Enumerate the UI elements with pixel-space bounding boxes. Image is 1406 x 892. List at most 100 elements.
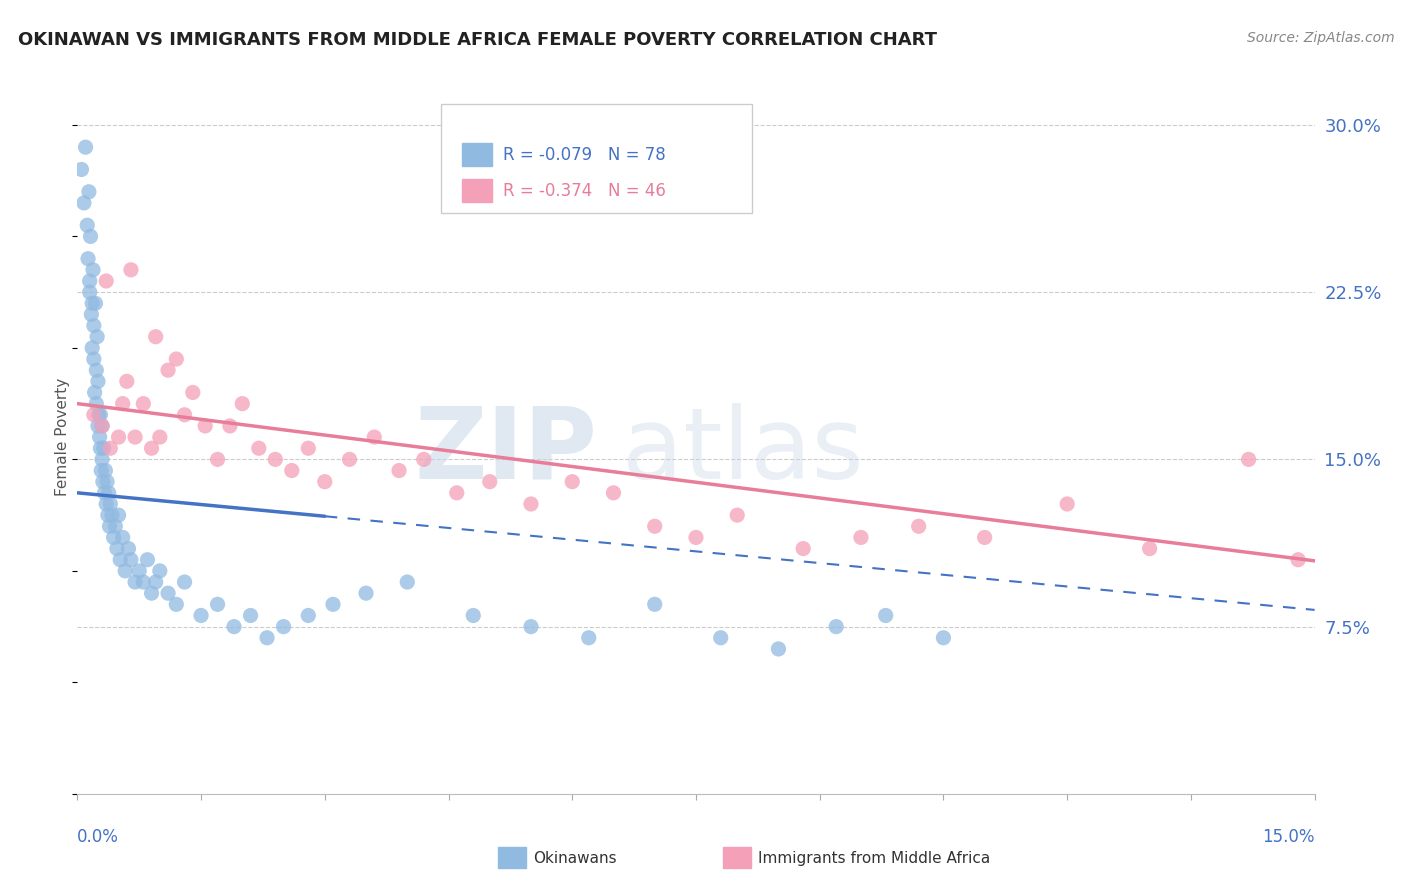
Point bbox=[89, 441, 111, 455]
Point bbox=[96, 274, 118, 288]
Point bbox=[75, 140, 97, 154]
Point bbox=[124, 430, 146, 444]
Point bbox=[107, 430, 129, 444]
Point bbox=[79, 229, 101, 244]
Point bbox=[110, 552, 132, 567]
Point bbox=[561, 475, 583, 489]
Point bbox=[173, 574, 195, 589]
Point bbox=[98, 497, 121, 511]
Point bbox=[84, 363, 107, 377]
Point bbox=[120, 262, 142, 277]
Point bbox=[83, 351, 105, 366]
Point bbox=[83, 318, 105, 333]
Point bbox=[89, 430, 111, 444]
Point bbox=[80, 307, 103, 322]
Point bbox=[157, 586, 180, 600]
Point bbox=[281, 464, 304, 478]
Point bbox=[239, 608, 262, 623]
Point bbox=[82, 262, 104, 277]
Point bbox=[84, 296, 107, 310]
Point bbox=[93, 441, 115, 455]
Text: OKINAWAN VS IMMIGRANTS FROM MIDDLE AFRICA FEMALE POVERTY CORRELATION CHART: OKINAWAN VS IMMIGRANTS FROM MIDDLE AFRIC… bbox=[18, 31, 938, 49]
Point bbox=[396, 574, 419, 589]
Point bbox=[90, 464, 112, 478]
Text: 0.0%: 0.0% bbox=[77, 828, 120, 846]
Point bbox=[190, 608, 212, 623]
Point bbox=[132, 574, 155, 589]
Text: ZIP: ZIP bbox=[415, 403, 598, 500]
Point bbox=[96, 497, 118, 511]
Point bbox=[412, 452, 434, 467]
Point bbox=[339, 452, 361, 467]
Point bbox=[644, 519, 666, 533]
Point bbox=[77, 185, 100, 199]
Text: Okinawans: Okinawans bbox=[533, 851, 616, 865]
Point bbox=[94, 464, 117, 478]
Point bbox=[1237, 452, 1260, 467]
Text: Source: ZipAtlas.com: Source: ZipAtlas.com bbox=[1247, 31, 1395, 45]
Point bbox=[89, 408, 111, 422]
Point bbox=[247, 441, 270, 455]
Point bbox=[157, 363, 180, 377]
Text: 15.0%: 15.0% bbox=[1263, 828, 1315, 846]
Point bbox=[264, 452, 287, 467]
Point bbox=[87, 419, 110, 434]
Point bbox=[91, 452, 114, 467]
Point bbox=[111, 396, 134, 410]
Point bbox=[82, 341, 104, 355]
Point bbox=[322, 598, 344, 612]
Point bbox=[710, 631, 733, 645]
Point bbox=[79, 285, 101, 300]
Point bbox=[83, 385, 105, 400]
Point bbox=[82, 296, 104, 310]
Point bbox=[1286, 552, 1309, 567]
Point bbox=[149, 564, 172, 578]
Point bbox=[388, 464, 411, 478]
Point bbox=[685, 530, 707, 544]
Point bbox=[84, 396, 107, 410]
Point bbox=[1139, 541, 1161, 556]
Point bbox=[478, 475, 501, 489]
Point bbox=[446, 485, 468, 500]
Point bbox=[363, 430, 385, 444]
Point bbox=[70, 162, 93, 177]
Point bbox=[578, 631, 600, 645]
Point bbox=[825, 619, 848, 633]
Point bbox=[314, 475, 336, 489]
Text: Immigrants from Middle Africa: Immigrants from Middle Africa bbox=[758, 851, 990, 865]
Point bbox=[875, 608, 897, 623]
Point bbox=[725, 508, 748, 523]
Point bbox=[1056, 497, 1078, 511]
Point bbox=[231, 396, 253, 410]
Point bbox=[145, 574, 167, 589]
Point bbox=[114, 564, 136, 578]
Point bbox=[97, 485, 120, 500]
Point bbox=[107, 508, 129, 523]
Point bbox=[165, 351, 187, 366]
Point bbox=[87, 375, 110, 389]
Point bbox=[520, 619, 543, 633]
Point bbox=[792, 541, 814, 556]
Point bbox=[849, 530, 872, 544]
Point bbox=[354, 586, 377, 600]
Point bbox=[111, 530, 134, 544]
Point bbox=[104, 519, 127, 533]
Point bbox=[297, 441, 319, 455]
Point bbox=[173, 408, 195, 422]
Point bbox=[141, 441, 163, 455]
Point bbox=[207, 598, 229, 612]
Point bbox=[256, 631, 278, 645]
Point bbox=[644, 598, 666, 612]
Point bbox=[145, 330, 167, 344]
Point bbox=[907, 519, 929, 533]
Point bbox=[101, 508, 124, 523]
Point bbox=[141, 586, 163, 600]
Point bbox=[120, 552, 142, 567]
Text: R = -0.374   N = 46: R = -0.374 N = 46 bbox=[503, 182, 666, 200]
Point bbox=[297, 608, 319, 623]
Point bbox=[219, 419, 242, 434]
Point bbox=[136, 552, 159, 567]
Point bbox=[97, 508, 120, 523]
Point bbox=[124, 574, 146, 589]
Point bbox=[96, 475, 118, 489]
